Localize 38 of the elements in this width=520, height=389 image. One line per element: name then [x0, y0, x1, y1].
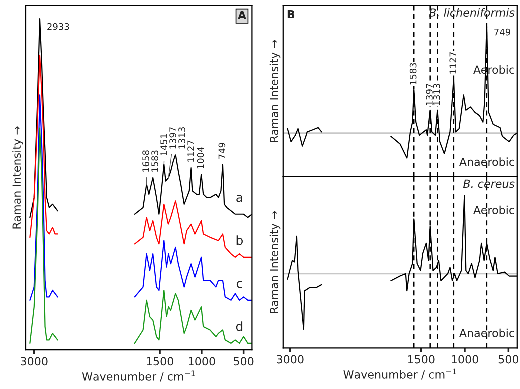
annotation: 1451: [160, 134, 168, 156]
annotation: Aerobic: [474, 206, 514, 214]
x-axis-title: Wavenumber / cm$^{−1}$: [82, 370, 196, 382]
x-tick-label: 1500: [147, 357, 174, 366]
annotation: 1004: [197, 147, 204, 169]
x-tick-label: 1500: [408, 355, 435, 364]
series-label: d: [236, 322, 243, 332]
x-tick-label: 3000: [277, 355, 304, 364]
chart-title: B. cereus: [463, 180, 515, 188]
x-tick-label: 1000: [452, 355, 478, 364]
ref-line-label: 1397: [426, 84, 433, 106]
annotation: 1658: [142, 150, 150, 172]
x-tick-label: 3000: [21, 357, 48, 366]
ref-line-label: 1127: [450, 52, 456, 74]
annotation: 749: [218, 143, 226, 159]
x-tick-label: 500: [498, 355, 519, 364]
series-label: c: [236, 281, 242, 288]
series-label: a: [236, 195, 242, 202]
x-tick-label: 500: [234, 357, 254, 366]
annotation: A: [238, 11, 246, 20]
x-axis-title: Wavenumber / cm$^{−1}$: [344, 368, 456, 380]
annotation: 2933: [48, 23, 70, 30]
y-axis-title: Raman Intensity →: [270, 211, 281, 314]
series-label: b: [236, 236, 243, 246]
y-axis-title: Raman Intensity →: [12, 126, 24, 229]
x-tick-label: 1000: [189, 357, 216, 366]
annotation: 749: [494, 28, 510, 36]
annotation: Anaerobic: [459, 328, 514, 338]
annotation: Anaerobic: [459, 158, 514, 166]
ref-line-label: 1583: [410, 63, 417, 85]
y-axis-title: Raman Intensity →: [270, 40, 281, 142]
annotation: 1313: [178, 128, 186, 149]
chart-title: B. licheniformis: [429, 8, 515, 18]
text: B: [288, 10, 295, 19]
annotation: 1127: [188, 140, 194, 162]
ref-line-label: 1313: [433, 84, 440, 106]
annotation: 1397: [170, 128, 176, 149]
annotation: 1583: [152, 150, 158, 172]
